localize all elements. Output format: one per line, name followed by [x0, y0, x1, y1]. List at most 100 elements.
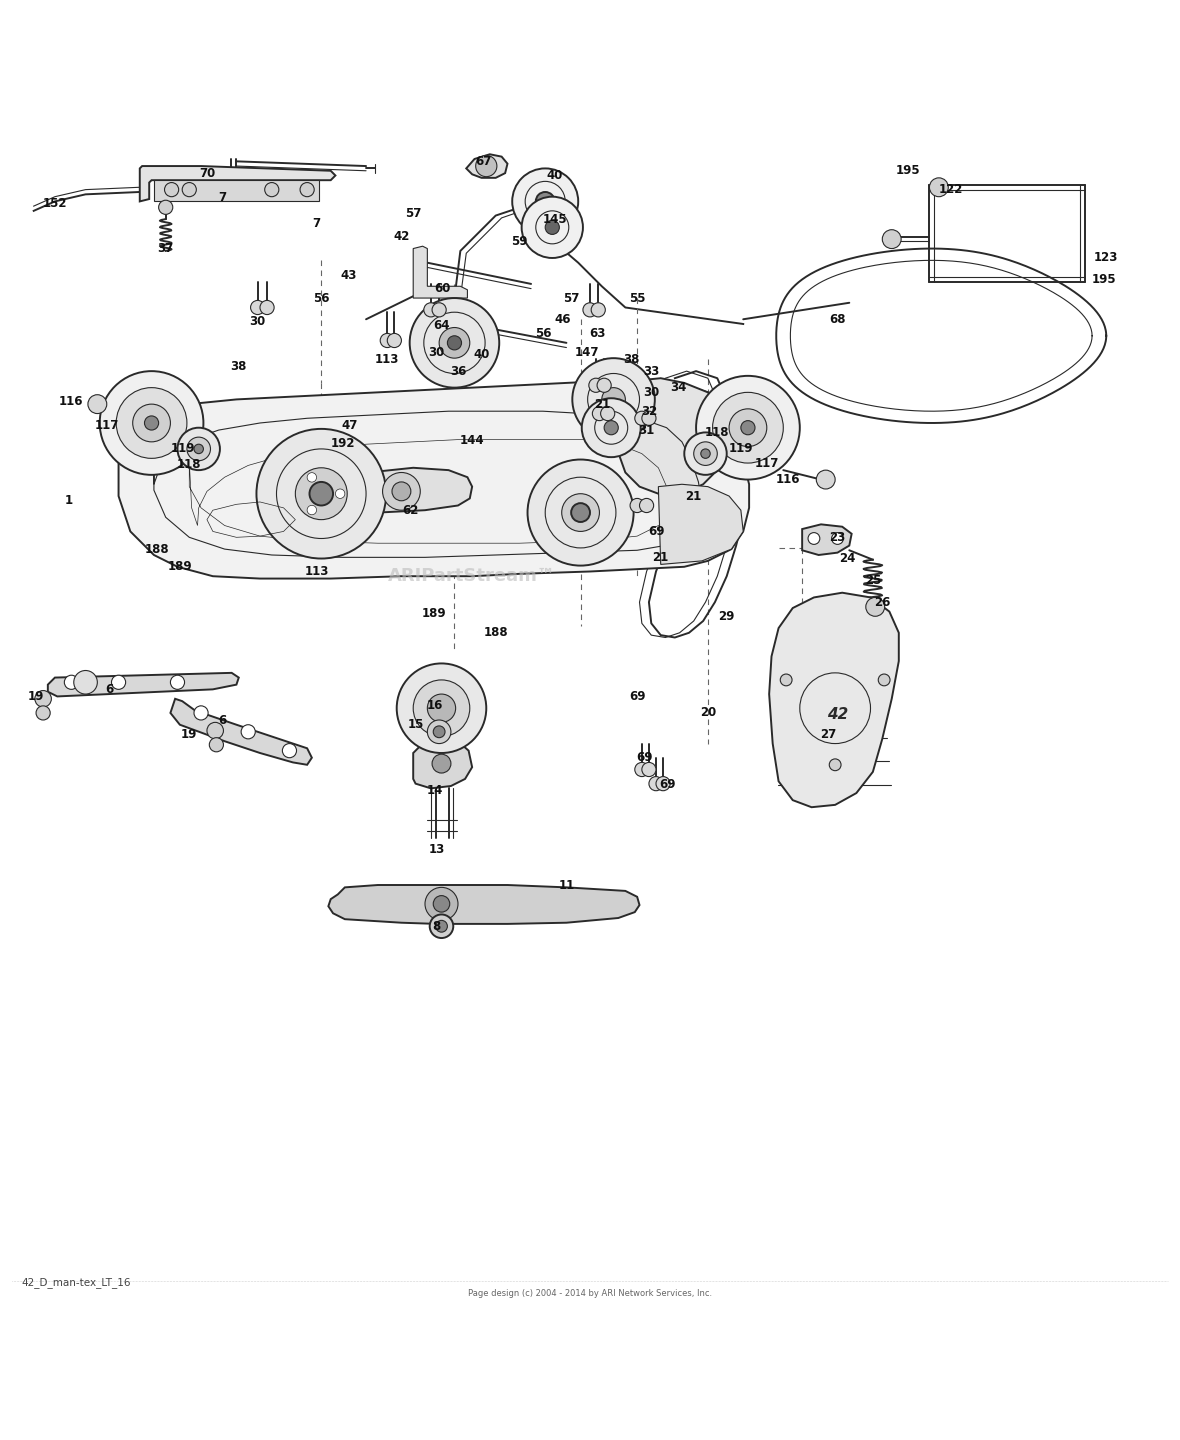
Circle shape: [701, 449, 710, 458]
Circle shape: [65, 675, 79, 690]
Text: 69: 69: [648, 526, 664, 539]
Text: 21: 21: [594, 397, 610, 410]
Circle shape: [572, 359, 655, 441]
Circle shape: [132, 405, 170, 442]
Circle shape: [409, 298, 499, 387]
Polygon shape: [802, 524, 852, 554]
Text: 152: 152: [42, 197, 67, 210]
Text: 113: 113: [375, 353, 400, 366]
Text: 123: 123: [1094, 252, 1119, 265]
Circle shape: [512, 168, 578, 235]
Circle shape: [158, 200, 172, 215]
Circle shape: [427, 694, 455, 723]
Circle shape: [164, 183, 178, 197]
Text: 122: 122: [938, 183, 963, 196]
Circle shape: [427, 720, 451, 743]
Text: 116: 116: [775, 474, 800, 487]
Text: 27: 27: [820, 727, 837, 740]
Text: 47: 47: [341, 419, 358, 432]
Circle shape: [439, 327, 470, 359]
Text: 15: 15: [407, 719, 424, 732]
Text: 30: 30: [428, 346, 445, 359]
Circle shape: [194, 706, 208, 720]
Polygon shape: [466, 154, 507, 177]
Text: 30: 30: [643, 386, 660, 399]
Circle shape: [433, 896, 450, 912]
Circle shape: [684, 432, 727, 475]
Text: 117: 117: [754, 456, 779, 469]
Circle shape: [713, 392, 784, 464]
Text: 6: 6: [105, 683, 113, 696]
Text: 32: 32: [641, 405, 657, 418]
Circle shape: [808, 533, 820, 544]
Text: 189: 189: [168, 560, 192, 573]
Circle shape: [642, 412, 656, 425]
Text: 116: 116: [59, 395, 84, 409]
Circle shape: [209, 737, 223, 752]
Text: 8: 8: [433, 920, 441, 933]
Text: 117: 117: [94, 419, 119, 432]
Circle shape: [591, 302, 605, 317]
Circle shape: [309, 482, 333, 505]
Circle shape: [883, 230, 902, 249]
Circle shape: [589, 379, 603, 392]
Polygon shape: [658, 484, 743, 564]
Circle shape: [741, 420, 755, 435]
Circle shape: [830, 759, 841, 770]
Circle shape: [640, 498, 654, 513]
Text: 55: 55: [629, 291, 645, 304]
Circle shape: [930, 177, 949, 197]
Circle shape: [186, 438, 210, 461]
Text: 118: 118: [177, 458, 202, 471]
Circle shape: [545, 220, 559, 235]
Polygon shape: [413, 739, 472, 788]
Text: 42_D_man-tex_LT_16: 42_D_man-tex_LT_16: [22, 1277, 131, 1289]
Circle shape: [256, 429, 386, 559]
Polygon shape: [118, 380, 749, 579]
Text: 31: 31: [638, 423, 655, 436]
Circle shape: [295, 468, 347, 520]
Circle shape: [144, 416, 158, 431]
Text: 69: 69: [636, 752, 653, 765]
Circle shape: [430, 914, 453, 937]
Circle shape: [392, 482, 411, 501]
Circle shape: [597, 379, 611, 392]
Text: 67: 67: [476, 156, 492, 168]
Circle shape: [582, 399, 641, 456]
Circle shape: [382, 472, 420, 510]
Circle shape: [35, 691, 52, 707]
Text: 38: 38: [230, 360, 247, 373]
Text: 16: 16: [426, 700, 442, 713]
Text: 57: 57: [405, 207, 421, 220]
Text: 37: 37: [158, 242, 173, 255]
Text: 64: 64: [433, 318, 450, 331]
Circle shape: [241, 724, 255, 739]
Text: 38: 38: [623, 353, 640, 366]
Text: Page design (c) 2004 - 2014 by ARI Network Services, Inc.: Page design (c) 2004 - 2014 by ARI Netwo…: [468, 1289, 712, 1297]
Circle shape: [729, 409, 767, 446]
Circle shape: [74, 671, 97, 694]
Circle shape: [432, 302, 446, 317]
Text: ARIPartStream™: ARIPartStream™: [388, 567, 556, 585]
Text: 34: 34: [670, 382, 687, 395]
Circle shape: [435, 920, 447, 932]
Circle shape: [37, 706, 51, 720]
Text: 57: 57: [563, 291, 579, 304]
Circle shape: [116, 387, 186, 458]
Circle shape: [604, 420, 618, 435]
Circle shape: [300, 183, 314, 197]
Circle shape: [307, 505, 316, 514]
Circle shape: [527, 459, 634, 566]
Text: 62: 62: [402, 504, 419, 517]
Text: 6: 6: [218, 713, 227, 727]
Text: 20: 20: [700, 707, 716, 720]
Text: 119: 119: [728, 442, 753, 455]
Text: 56: 56: [313, 291, 329, 304]
Circle shape: [380, 334, 394, 347]
Text: 147: 147: [575, 346, 598, 359]
Circle shape: [536, 192, 555, 210]
Text: 19: 19: [181, 727, 197, 740]
Text: 60: 60: [434, 282, 451, 295]
Text: 40: 40: [546, 168, 563, 181]
Polygon shape: [139, 166, 335, 202]
